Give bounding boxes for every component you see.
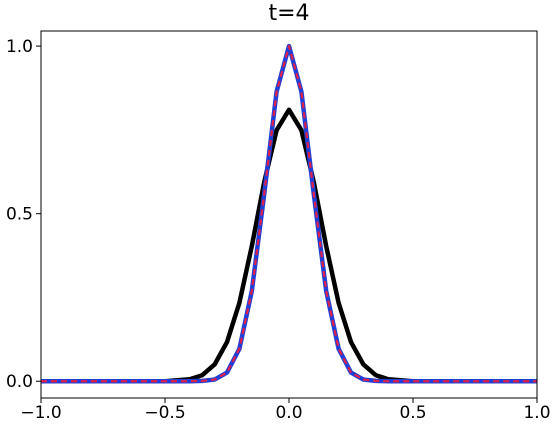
x-tick-label: 0.5 — [399, 403, 426, 423]
x-tick-label: 0.0 — [275, 403, 302, 423]
y-tick-label: 1.0 — [6, 37, 33, 57]
line-series — [41, 43, 537, 384]
x-tick-label: 1.0 — [523, 403, 550, 423]
y-tick-label: 0.5 — [6, 205, 33, 225]
x-tick-label: −1.0 — [20, 403, 61, 423]
chart-title: t=4 — [268, 1, 309, 26]
plot-frame — [40, 30, 538, 399]
line-series — [41, 44, 537, 383]
y-tick-label: 0.0 — [6, 372, 33, 392]
line-series — [41, 107, 537, 384]
x-tick-label: −0.5 — [144, 403, 185, 423]
